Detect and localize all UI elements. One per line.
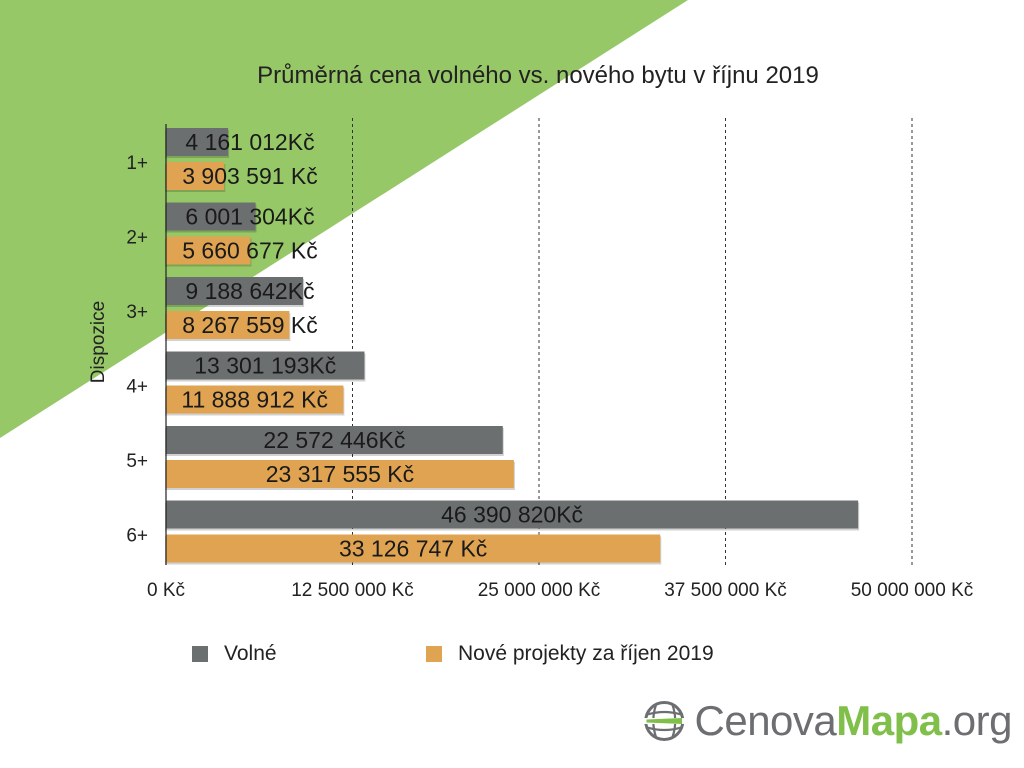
chart-title: Průměrná cena volného vs. nového bytu v … [257, 62, 819, 89]
logo-text: CenovaMapa.org [695, 697, 1013, 745]
bar-0-0 [166, 128, 229, 156]
bar-label-1-5: 33 126 747 Kč [339, 536, 487, 562]
category-label-5: 6+ [126, 526, 148, 547]
bar-label-0-2: 9 188 642Kč [185, 278, 314, 304]
axes: 0 Kč 12 500 000 Kč 25 000 000 Kč 37 500 000… [126, 124, 973, 601]
legend-label-nove: Nové projekty za říjen 2019 [458, 642, 714, 665]
bar-label-1-3: 11 888 912 Kč [181, 387, 328, 413]
category-label-3: 4+ [126, 377, 148, 398]
bar-0-3 [166, 351, 365, 380]
legend-item-nove: Nové projekty za říjen 2019 [426, 642, 714, 666]
bar-label-1-1: 5 660 677 Kč [182, 238, 318, 264]
x-tick-label-2: 25 000 000 Kč [478, 580, 601, 601]
category-label-2: 3+ [126, 302, 148, 323]
legend-label-volne: Volné [224, 642, 277, 665]
bar-label-1-2: 8 267 559 Kč [182, 312, 318, 338]
bar-label-0-3: 13 301 193Kč [194, 353, 336, 379]
category-label-1: 2+ [126, 228, 148, 249]
x-tick-label-4: 50 000 000 Kč [851, 580, 974, 601]
logo-text-part1: Cenova [694, 697, 837, 744]
bar-1-2 [166, 311, 290, 339]
x-tick-label-0: 0 Kč [147, 580, 185, 601]
bar-label-0-5: 46 390 820Kč [441, 502, 583, 528]
bars: 4 161 012Kč 6 001 304Kč 9 188 642Kč 13 301 … [165, 128, 860, 565]
legend-swatch-nove [426, 646, 442, 662]
globe-icon [642, 700, 687, 742]
bar-0-5 [166, 500, 859, 529]
legend-swatch-volne [192, 646, 208, 662]
y-axis-label: Dispozice [88, 301, 109, 383]
bar-label-0-0: 4 161 012Kč [185, 129, 314, 155]
x-tick-label-1: 12 500 000 Kč [291, 580, 414, 601]
bar-label-1-4: 23 317 555 Kč [266, 461, 414, 487]
grid-lines [352, 118, 913, 565]
category-label-0: 1+ [126, 153, 148, 174]
bar-1-4 [166, 460, 514, 488]
bar-1-1 [166, 236, 251, 265]
bar-1-0 [166, 162, 225, 190]
category-label-4: 5+ [126, 451, 148, 472]
bar-0-4 [166, 426, 503, 454]
x-tick-label-3: 37 500 000 Kč [664, 580, 787, 601]
bar-1-5 [166, 534, 661, 563]
bar-label-1-0: 3 903 591 Kč [182, 163, 318, 189]
legend-item-volne: Volné [192, 642, 277, 666]
bar-label-0-1: 6 001 304Kč [185, 204, 314, 230]
bar-label-0-4: 22 572 446Kč [263, 427, 405, 453]
bar-1-3 [166, 385, 344, 414]
bar-0-2 [166, 277, 304, 305]
cenovamapa-logo: CenovaMapa.org [642, 686, 1013, 756]
logo-text-part2: Mapa [836, 697, 942, 744]
bar-0-1 [166, 202, 256, 231]
logo-text-part3: .org [941, 697, 1013, 744]
